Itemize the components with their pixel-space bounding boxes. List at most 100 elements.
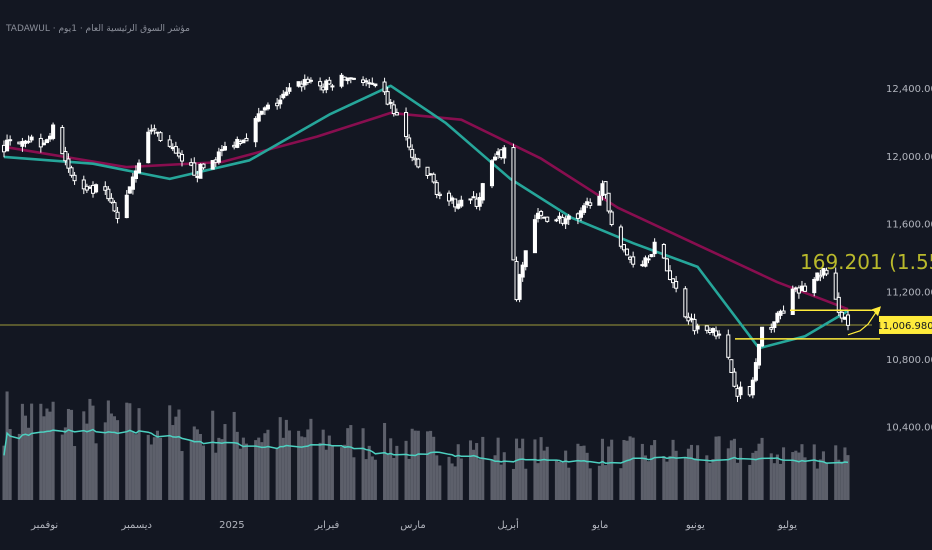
candle-body — [523, 250, 528, 268]
volume-bar — [5, 391, 9, 500]
candle-body — [63, 151, 68, 162]
candle-body — [480, 183, 485, 201]
candle-body — [146, 131, 151, 164]
volume-bar — [576, 443, 580, 500]
volume-bar — [557, 462, 562, 500]
volume-bar — [389, 438, 393, 500]
candle-body — [493, 156, 498, 161]
volume-bar — [481, 436, 485, 500]
volume-bar — [846, 455, 850, 500]
candle-body — [60, 127, 65, 155]
volume-bar — [797, 452, 801, 500]
volume-bar — [23, 415, 28, 500]
chart-title: TADAWUL · مؤشر السوق الرئيسية العام · 1ي… — [6, 24, 190, 34]
candle-body — [631, 256, 636, 265]
volume-bar — [152, 437, 156, 500]
volume-bar — [330, 445, 334, 500]
current-price-tag — [879, 315, 932, 334]
candle-body — [578, 210, 584, 218]
volume-bar — [717, 436, 721, 500]
candle-body — [532, 219, 537, 254]
volume-bar — [818, 459, 822, 500]
volume-bar — [604, 465, 608, 500]
volume-bar — [361, 428, 365, 500]
volume-bar — [404, 440, 408, 500]
volume-bar — [220, 439, 224, 500]
volume-bar — [757, 443, 761, 500]
volume-bar — [17, 433, 21, 500]
volume-bar — [693, 458, 697, 500]
candle-body — [729, 359, 734, 373]
candle-body — [106, 188, 111, 200]
volume-bar — [109, 413, 113, 500]
volume-bar — [496, 437, 500, 500]
candle-body — [643, 257, 648, 267]
y-tick-label: 10,400.000 — [886, 423, 932, 434]
volume-bar — [82, 411, 86, 500]
volume-bar — [533, 439, 537, 500]
candle-body — [241, 139, 246, 144]
volume-bar — [751, 452, 755, 500]
candle-body — [845, 314, 851, 326]
candle-body — [253, 118, 258, 143]
volume-bar — [275, 447, 279, 500]
volume-bar — [266, 429, 270, 500]
volume-bar — [582, 445, 586, 500]
volume-bar — [297, 430, 301, 500]
volume-bar — [554, 460, 558, 500]
volume-bar — [39, 403, 43, 500]
candle-body — [839, 311, 844, 319]
volume-bar — [407, 458, 411, 500]
volume-bar — [646, 461, 651, 500]
volume-bar — [257, 437, 261, 500]
volume-bar — [493, 455, 497, 500]
volume-bar — [843, 447, 847, 500]
volume-bar — [515, 438, 519, 500]
volume-bar — [238, 448, 242, 500]
candle-body — [124, 194, 129, 219]
volume-bar — [27, 427, 31, 500]
volume-bar — [453, 466, 457, 500]
candle-body — [351, 77, 356, 80]
volume-bar — [306, 429, 310, 500]
candle-body — [459, 199, 464, 207]
candle-body — [244, 137, 249, 142]
volume-bar — [146, 434, 150, 500]
volume-bar — [85, 423, 89, 500]
candle-body — [603, 181, 608, 195]
candle-body — [72, 174, 77, 182]
volume-bar — [410, 428, 414, 500]
candle-body — [44, 139, 49, 144]
candle-body — [425, 166, 430, 176]
candle-body — [667, 270, 673, 280]
candle-body — [717, 333, 722, 336]
moving-average-slow-line — [3, 111, 849, 311]
volume-bar — [244, 443, 248, 500]
volume-bar — [665, 461, 669, 500]
volume-bar — [748, 464, 752, 500]
candle-body — [713, 330, 719, 337]
candle-body — [704, 325, 709, 331]
volume-bar — [131, 431, 135, 500]
candle-body — [652, 241, 657, 255]
candle-body — [775, 312, 780, 323]
volume-bar — [429, 430, 433, 500]
candle-body — [695, 325, 700, 330]
volume-bar — [588, 468, 592, 500]
volume-bar — [94, 443, 98, 500]
volume-bar — [223, 424, 227, 500]
candle-body — [410, 148, 415, 158]
candle-body — [222, 146, 228, 151]
volume-bar — [478, 459, 482, 500]
volume-bar — [490, 459, 494, 500]
candle-body — [382, 81, 387, 93]
volume-bar — [502, 452, 506, 500]
candle-body — [732, 371, 737, 387]
volume-bar — [177, 409, 181, 500]
candle-body — [318, 81, 323, 87]
volume-bar — [367, 445, 371, 500]
volume-bar — [518, 448, 522, 500]
candle-body — [535, 212, 541, 220]
